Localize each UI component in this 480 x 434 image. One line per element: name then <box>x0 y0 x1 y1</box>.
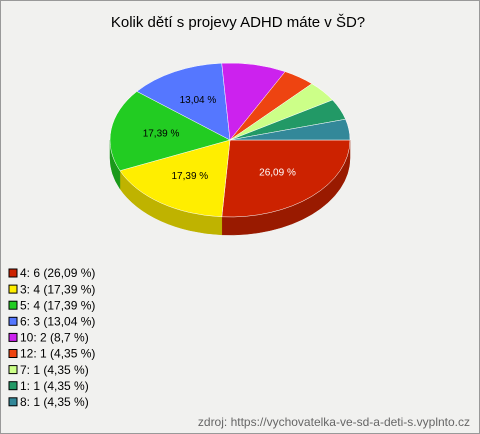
legend-label: 4: 6 (26,09 %) <box>20 266 95 280</box>
value-label: 17,39 % <box>172 171 209 182</box>
legend-label: 5: 4 (17,39 %) <box>20 298 95 312</box>
legend-label: 7: 1 (4,35 %) <box>20 363 89 377</box>
legend-swatch <box>8 284 18 294</box>
legend-swatch <box>8 300 18 310</box>
value-label: 17,39 % <box>143 129 180 140</box>
slice <box>119 139 231 218</box>
slice <box>109 91 231 171</box>
source: zdroj: https://vychovatelka-ve-sd-a-deti… <box>198 415 470 429</box>
value-label: 26,09 % <box>259 167 296 178</box>
slice <box>229 118 351 141</box>
legend-swatch <box>8 381 18 391</box>
legend-swatch <box>8 365 18 375</box>
legend-swatch <box>8 349 18 358</box>
legend-label: 10: 2 (8,7 %) <box>20 331 89 345</box>
legend-swatch <box>8 268 18 278</box>
legend-swatch <box>8 332 18 342</box>
legend-label: 12: 1 (4,35 %) <box>20 347 95 361</box>
legend-label: 8: 1 (4,35 %) <box>20 395 89 409</box>
legend-label: 3: 4 (17,39 %) <box>20 282 95 296</box>
slice <box>136 62 231 141</box>
legend-swatch <box>8 397 18 407</box>
value-label: 13,04 % <box>180 95 217 106</box>
slice <box>221 139 351 218</box>
legend-swatch <box>8 316 18 326</box>
chart-title: Kolik dětí s projevy ADHD máte v ŠD? <box>111 14 365 31</box>
legend-label: 1: 1 (4,35 %) <box>20 379 89 393</box>
legend-label: 6: 3 (13,04 %) <box>20 314 95 328</box>
